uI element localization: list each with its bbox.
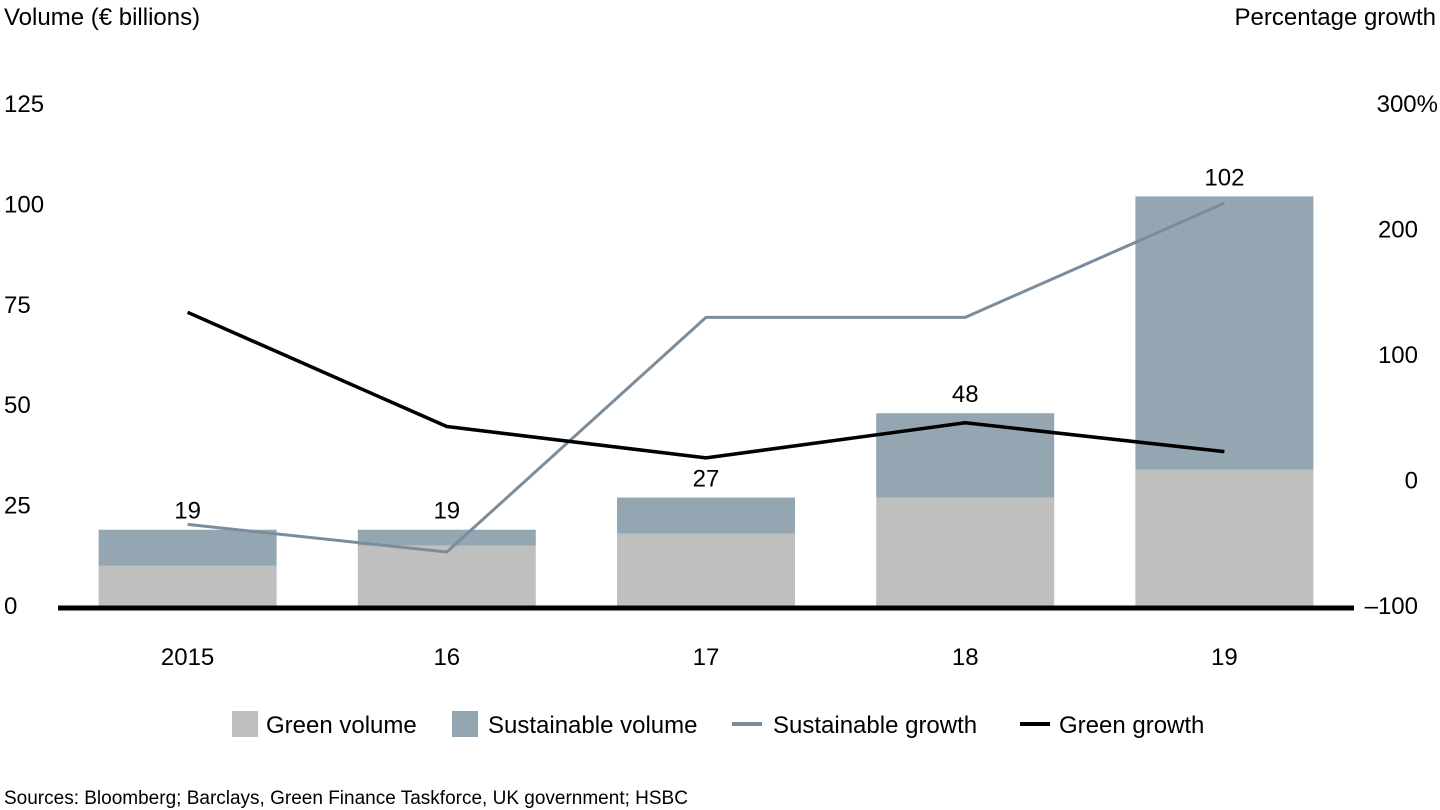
legend-label-sustainable-volume: Sustainable volume — [488, 712, 697, 739]
x-axis-tick-label: 17 — [693, 644, 720, 671]
bar-total-label: 19 — [433, 498, 460, 525]
left-axis-tick-label: 75 — [4, 292, 31, 319]
left-axis-title: Volume (€ billions) — [4, 4, 200, 31]
x-axis-ticks: 2015 16 17 18 19 — [161, 644, 1238, 671]
right-axis-tick-label: 100 — [1378, 342, 1418, 369]
legend-swatch-green-volume — [232, 711, 258, 737]
x-axis-tick-label: 16 — [433, 644, 460, 671]
bar-total-label: 102 — [1204, 164, 1244, 191]
legend: Green volume Sustainable volume Sustainabl… — [232, 711, 1204, 739]
bar-green-volume-19 — [1135, 469, 1314, 606]
bar-sustainable-volume-19 — [1135, 196, 1314, 470]
right-axis-tick-label: 300% — [1377, 91, 1438, 118]
bar-green-volume-18 — [876, 497, 1055, 606]
bar-sustainable-volume-16 — [357, 529, 536, 546]
source-note: Sources: Bloomberg; Barclays, Green Fina… — [4, 788, 688, 809]
left-axis-tick-label: 125 — [4, 91, 44, 118]
left-axis-ticks: 0 25 50 75 100 125 — [4, 91, 44, 620]
bar-total-labels: 19 19 27 48 102 — [174, 164, 1244, 524]
bar-sustainable-volume-17 — [617, 497, 795, 534]
bar-total-label: 48 — [952, 381, 979, 408]
x-axis-tick-label: 18 — [952, 644, 979, 671]
left-axis-tick-label: 25 — [4, 493, 31, 520]
growth-lines — [186, 201, 1226, 554]
legend-label-green-volume: Green volume — [266, 712, 417, 739]
right-axis-title: Percentage growth — [1235, 4, 1436, 31]
line-sustainable-growth — [187, 201, 1226, 554]
legend-label-green-growth: Green growth — [1059, 712, 1204, 739]
legend-label-sustainable-growth: Sustainable growth — [773, 712, 977, 739]
bar-total-label: 27 — [693, 466, 720, 493]
left-axis-tick-label: 50 — [4, 392, 31, 419]
bar-green-volume-16 — [357, 545, 536, 606]
bar-green-volume-17 — [617, 533, 795, 606]
bar-sustainable-volume-18 — [876, 413, 1055, 498]
bar-total-label: 19 — [174, 498, 201, 525]
right-axis-tick-label: 200 — [1378, 217, 1418, 244]
right-axis-tick-label: 0 — [1405, 468, 1418, 495]
right-axis-ticks: –100 0 100 200 300% — [1365, 91, 1438, 620]
legend-swatch-sustainable-volume — [452, 711, 478, 737]
stacked-bars — [98, 196, 1314, 606]
bar-green-volume-2015 — [98, 565, 277, 606]
left-axis-tick-label: 100 — [4, 191, 44, 218]
left-axis-tick-label: 0 — [4, 593, 17, 620]
bar-sustainable-volume-2015 — [98, 529, 277, 566]
x-axis-tick-label: 2015 — [161, 644, 214, 671]
line-green-growth — [186, 310, 1225, 460]
right-axis-tick-label: –100 — [1365, 593, 1418, 620]
x-axis-tick-label: 19 — [1211, 644, 1238, 671]
